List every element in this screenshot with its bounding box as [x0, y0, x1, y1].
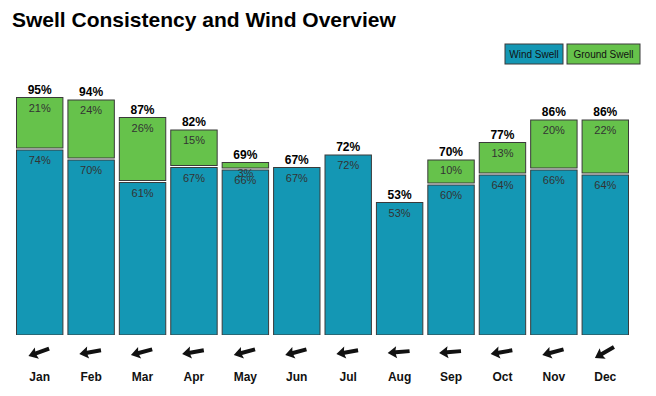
total-label: 67%	[285, 153, 309, 167]
category-label: Jun	[286, 370, 307, 384]
category-label: Jul	[340, 370, 357, 384]
chart-container: Swell Consistency and Wind Overview 74% 21…	[0, 0, 656, 396]
wind-arrow	[181, 344, 205, 360]
chart-svg: Swell Consistency and Wind Overview 74% 21…	[0, 0, 656, 396]
total-label: 86%	[593, 105, 617, 119]
segment-label: 72%	[337, 159, 359, 171]
total-label: 95%	[28, 83, 52, 97]
category-label: Aug	[388, 370, 411, 384]
bar-segment	[479, 175, 525, 335]
segment-label: 60%	[440, 189, 462, 201]
bar-segment	[582, 175, 628, 335]
bar-segment	[68, 100, 114, 158]
total-label: 87%	[131, 103, 155, 117]
category-label: May	[234, 370, 258, 384]
total-label: 70%	[439, 145, 463, 159]
segment-label: 15%	[183, 134, 205, 146]
total-label: 72%	[336, 140, 360, 154]
category-label: Mar	[132, 370, 154, 384]
bar-segment	[376, 202, 422, 203]
legend-label: Ground Swell	[573, 49, 633, 60]
legend-swatch	[567, 44, 640, 64]
wind-arrow	[490, 344, 514, 360]
bar-segment	[68, 160, 114, 335]
category-label: Dec	[594, 370, 616, 384]
bar-segment	[171, 168, 217, 336]
bar-segment	[274, 168, 320, 336]
segment-label: 66%	[543, 174, 565, 186]
title: Swell Consistency and Wind Overview	[12, 8, 396, 31]
segment-label: 64%	[594, 179, 616, 191]
category-label: Nov	[543, 370, 566, 384]
category-label: Jan	[29, 370, 50, 384]
bar-segment	[17, 98, 63, 149]
total-label: 82%	[182, 115, 206, 129]
segment-label: 21%	[29, 102, 51, 114]
bar-segment	[325, 155, 371, 335]
wind-arrow	[232, 344, 256, 361]
bar-segment	[428, 160, 474, 183]
total-label: 86%	[542, 105, 566, 119]
wind-arrow	[284, 344, 308, 361]
bar-segment	[582, 120, 628, 173]
wind-arrow	[387, 345, 410, 359]
category-label: Oct	[492, 370, 512, 384]
wind-arrow	[439, 345, 462, 359]
legend-label: Wind Swell	[509, 49, 558, 60]
wind-arrows	[26, 342, 617, 363]
segment-label: 24%	[80, 104, 102, 116]
segment-label: 53%	[389, 207, 411, 219]
bar-segment	[17, 150, 63, 335]
bar-segment	[222, 170, 268, 335]
segment-label: 3%	[237, 167, 253, 179]
segment-label: 74%	[29, 154, 51, 166]
segment-label: 13%	[491, 147, 513, 159]
total-label: 69%	[233, 148, 257, 162]
legend-swatch	[505, 44, 563, 64]
segment-label: 10%	[440, 164, 462, 176]
segment-label: 67%	[183, 172, 205, 184]
bar-segment	[479, 143, 525, 174]
bar-segment	[531, 120, 577, 168]
category-label: Sep	[440, 370, 462, 384]
bars	[17, 98, 629, 336]
total-label: 53%	[388, 188, 412, 202]
segment-label: 67%	[286, 172, 308, 184]
wind-arrow	[26, 343, 51, 362]
segment-label: 22%	[594, 124, 616, 136]
segment-label: 70%	[80, 164, 102, 176]
bar-segment	[171, 130, 217, 166]
bar-segment	[428, 185, 474, 335]
wind-arrow	[78, 344, 102, 360]
segment-label: 64%	[491, 179, 513, 191]
wind-arrow	[129, 344, 153, 361]
bar-segment	[119, 183, 165, 336]
wind-arrow	[541, 344, 565, 361]
legend: Wind Swell Ground Swell	[505, 44, 640, 64]
category-label: Feb	[80, 370, 101, 384]
wind-arrow	[335, 344, 359, 360]
bar-segment	[531, 170, 577, 335]
segment-label: 61%	[132, 187, 154, 199]
bar-segment	[119, 118, 165, 181]
total-label: 94%	[79, 85, 103, 99]
segment-label: 20%	[543, 124, 565, 136]
bar-segment	[376, 203, 422, 336]
segment-label: 26%	[132, 122, 154, 134]
bar-segment	[325, 155, 371, 156]
bar-segment	[274, 167, 320, 168]
total-label: 77%	[490, 128, 514, 142]
wind-arrow	[592, 342, 617, 363]
category-label: Apr	[184, 370, 205, 384]
data-labels: 74% 21% 70% 24% 61% 26% 67% 15% 66% 3% 67% 72% 53% 60…	[28, 83, 618, 219]
